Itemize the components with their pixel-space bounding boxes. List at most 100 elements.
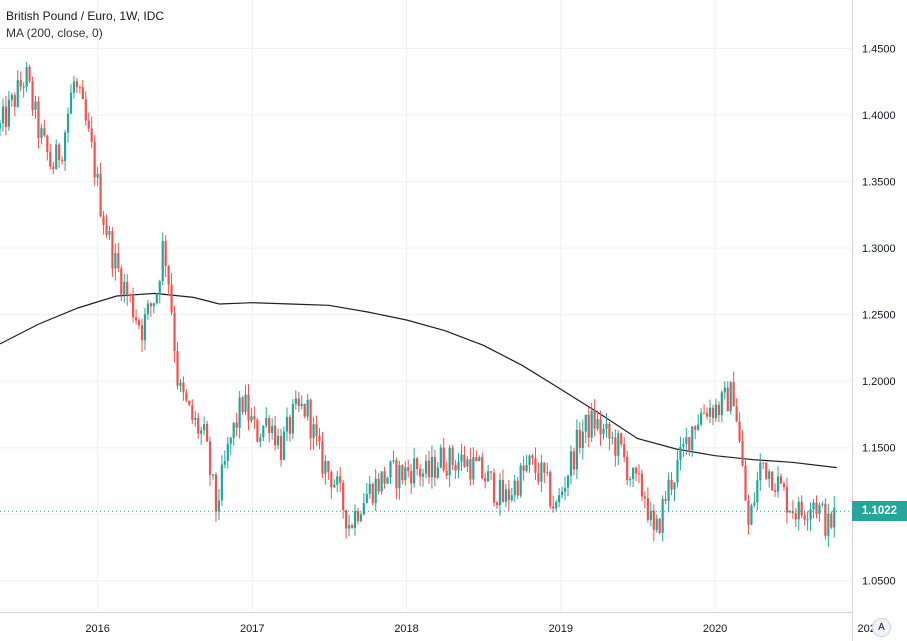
candle-body — [785, 487, 789, 513]
candle-body — [10, 94, 13, 100]
price-tick-label: 1.1500 — [862, 443, 896, 455]
candle-body — [350, 525, 354, 528]
candle-body — [392, 460, 395, 462]
candle-body — [84, 99, 87, 121]
candle-body — [487, 471, 490, 482]
candle-body — [55, 144, 58, 170]
candle-body — [525, 464, 528, 471]
candle-body — [587, 414, 590, 438]
candle-body — [664, 498, 667, 502]
candle-body — [596, 419, 599, 429]
candle-body — [815, 502, 818, 514]
candle-body — [143, 314, 147, 341]
candle-body — [824, 503, 827, 536]
candle-body — [552, 506, 555, 509]
candle-body — [191, 404, 194, 420]
candle-body — [735, 406, 738, 422]
candle-body — [380, 471, 383, 492]
candle-body — [279, 435, 283, 460]
candle-body — [599, 419, 602, 435]
ma-layer — [0, 292, 837, 469]
candle-body — [401, 465, 404, 481]
candle-body — [205, 423, 209, 442]
candle-body — [342, 482, 345, 510]
candle-body — [371, 483, 374, 504]
candle-body — [220, 464, 223, 501]
candle-body — [534, 458, 537, 473]
candle-body — [262, 425, 265, 438]
candle-body — [827, 513, 830, 536]
candle-body — [117, 253, 120, 269]
candle-body — [788, 510, 791, 513]
candle-body — [37, 101, 40, 139]
candle-body — [271, 425, 274, 434]
candle-body — [16, 80, 19, 107]
candle-body — [584, 414, 587, 432]
candle-body — [566, 475, 570, 488]
year-tick-label: 2017 — [240, 623, 264, 635]
candle-body — [327, 461, 330, 472]
candle-body — [614, 437, 617, 456]
candle-body — [809, 509, 812, 520]
candle-body — [578, 429, 581, 448]
candle-body — [685, 437, 688, 445]
candle-body — [123, 281, 126, 295]
candle-body — [389, 461, 392, 478]
candle-body — [700, 412, 703, 425]
candle-body — [285, 416, 289, 432]
candle-body — [185, 392, 188, 401]
candle-body — [797, 501, 800, 520]
candle-body — [69, 92, 73, 114]
candle-body — [507, 489, 510, 501]
candle-body — [513, 480, 516, 496]
candle-body — [235, 422, 238, 428]
candle-body — [498, 480, 502, 506]
candle-body — [569, 451, 573, 476]
candle-body — [211, 474, 215, 476]
ma-200-line — [0, 292, 837, 469]
candle-body — [711, 407, 715, 419]
candle-body — [741, 441, 744, 466]
candle-body — [203, 423, 206, 431]
candle-body — [516, 480, 519, 496]
candle-body — [158, 281, 161, 295]
candle-body — [217, 500, 221, 512]
candle-body — [282, 431, 286, 460]
candle-body — [779, 476, 783, 484]
candle-body — [418, 469, 422, 477]
candle-body — [132, 295, 135, 318]
candle-body — [451, 447, 454, 465]
symbol-title: British Pound / Euro, 1W, IDC — [6, 9, 165, 23]
candle-body — [558, 495, 561, 503]
auto-scale-button[interactable]: A — [872, 618, 891, 637]
candles — [0, 61, 836, 547]
candle-body — [78, 87, 81, 89]
candle-body — [0, 123, 2, 129]
candle-body — [631, 467, 635, 479]
candle-body — [691, 426, 694, 451]
candle-body — [732, 382, 735, 407]
candle-body — [679, 446, 682, 460]
candle-body — [137, 320, 141, 326]
candle-body — [164, 240, 167, 266]
candle-body — [244, 394, 247, 412]
candle-body — [475, 457, 478, 462]
candle-body — [756, 480, 759, 503]
candle-body — [460, 454, 463, 462]
candle-body — [120, 268, 123, 295]
candle-body — [333, 484, 336, 488]
candle-body — [676, 459, 679, 483]
candle-body — [445, 470, 448, 476]
candle-body — [537, 472, 540, 482]
candle-body — [129, 294, 132, 296]
candle-body — [830, 513, 833, 528]
candle-body — [321, 441, 324, 474]
candle-body — [581, 431, 584, 448]
last-price-tag: 1.1022 — [852, 501, 907, 522]
candle-body — [753, 502, 756, 506]
candle-body — [176, 350, 179, 386]
candle-body — [806, 519, 809, 521]
candle-body — [759, 462, 762, 481]
